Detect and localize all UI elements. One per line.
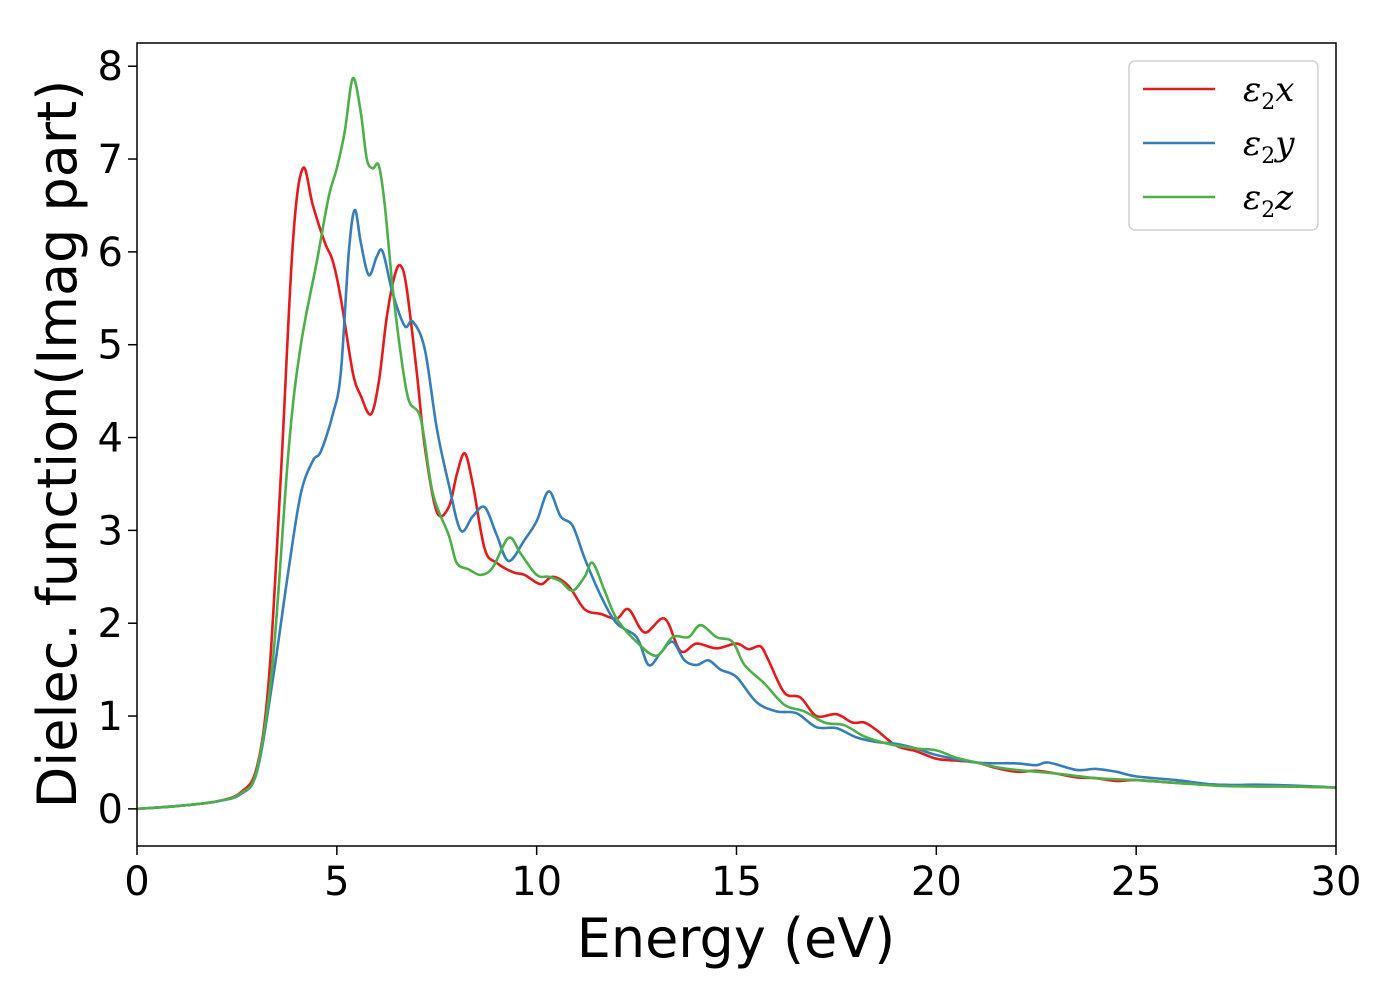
series-line-z (137, 76, 1336, 811)
x-tick-label: 30 (1311, 859, 1362, 905)
y-tick-label: 8 (98, 44, 123, 90)
x-tick-label: 5 (324, 859, 349, 905)
x-tick-label: 25 (1111, 859, 1162, 905)
x-axis: 0 5 10 15 20 25 30 (124, 846, 1361, 905)
y-tick-label: 1 (98, 694, 123, 740)
y-axis-label: Dielec. function(Imag part) (26, 80, 89, 809)
legend-label-x: ε2x (1243, 70, 1294, 115)
y-tick-label: 5 (98, 323, 123, 369)
x-axis-label: Energy (eV) (577, 907, 896, 970)
x-tick-label: 0 (124, 859, 149, 905)
legend-label-z: ε2z (1243, 178, 1294, 223)
y-axis: 0 1 2 3 4 5 6 7 8 (98, 44, 137, 833)
y-tick-label: 3 (98, 508, 123, 554)
legend-box (1128, 60, 1319, 231)
y-tick-label: 7 (98, 137, 123, 183)
y-tick-label: 2 (98, 601, 123, 647)
y-tick-label: 4 (98, 416, 123, 462)
series-layer (137, 76, 1336, 811)
series-line-y (137, 208, 1336, 811)
y-tick-label: 0 (98, 787, 123, 833)
legend-label-y: ε2y (1243, 124, 1295, 169)
x-tick-label: 10 (511, 859, 562, 905)
x-tick-label: 20 (911, 859, 962, 905)
y-tick-label: 6 (98, 230, 123, 276)
legend: ε2x ε2y ε2z (1128, 60, 1319, 231)
x-tick-label: 15 (711, 859, 762, 905)
